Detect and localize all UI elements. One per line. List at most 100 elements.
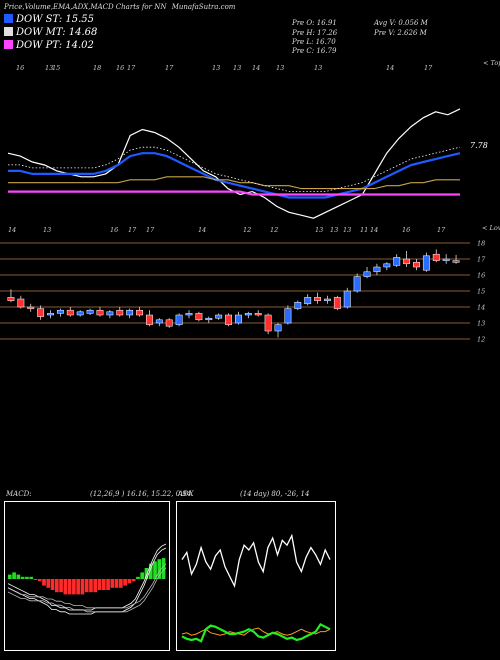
macd-histogram-bar <box>140 572 145 579</box>
candle-body <box>205 317 213 321</box>
price-axis-label: 14 <box>477 304 485 312</box>
top-tick-label: 14 <box>386 64 394 72</box>
top-tick-label: 13 <box>314 64 322 72</box>
candle-body <box>76 311 84 316</box>
bottom-tick-label: 13 <box>343 226 351 234</box>
bottom-tick-label: 14 <box>8 226 16 234</box>
legend-swatch <box>4 27 13 36</box>
candle-body <box>363 271 371 277</box>
macd-histogram-bar <box>42 579 46 586</box>
macd-histogram-bar <box>33 579 38 580</box>
candle-body <box>96 309 104 316</box>
top-tick-label: 13 <box>212 64 220 72</box>
candle-body <box>452 260 460 263</box>
macd-histogram-bar <box>80 579 85 595</box>
candle-body <box>234 314 242 324</box>
candle-body <box>27 306 35 309</box>
candle-body <box>86 309 94 314</box>
legend-text: DOW ST: 15.55 <box>16 14 95 25</box>
candle-body <box>284 308 292 324</box>
macd-histogram-bar <box>37 579 42 582</box>
ema-line <box>8 190 460 196</box>
candle-body <box>195 313 203 321</box>
stat-high: Pre H: 17.26 <box>292 29 338 37</box>
macd-line <box>7 563 167 609</box>
candle-body <box>353 276 361 292</box>
candle-body <box>254 313 262 316</box>
macd-histogram-bar <box>161 558 166 579</box>
candle-body <box>314 297 322 301</box>
ema-value-label: 7.78 <box>470 141 488 150</box>
top-tick-label: 17 <box>424 64 433 72</box>
macd-histogram-bar <box>110 579 115 588</box>
dow-legend-item: DOW PT: 14.02 <box>4 40 94 51</box>
candle-body <box>274 324 282 332</box>
candle-body <box>324 298 331 301</box>
lows-label: < Lows <box>482 224 500 232</box>
ema-line <box>7 108 461 219</box>
bottom-tick-label: 14 <box>370 226 378 234</box>
adx-line <box>181 533 331 589</box>
macd-histogram-bar <box>72 579 76 595</box>
top-tick-label: 17 <box>127 64 136 72</box>
chart-title-text: Price,Volume,EMA,ADX,MACD Charts for NN <box>4 3 167 11</box>
candle-body <box>333 297 341 309</box>
macd-histogram-bar <box>123 579 127 586</box>
candle-body <box>294 301 302 309</box>
macd-histogram-bar <box>144 568 149 579</box>
candle-body <box>215 314 223 319</box>
macd-line <box>7 543 167 611</box>
top-tick-label: 14 <box>252 64 260 72</box>
bottom-tick-label: 14 <box>198 226 206 234</box>
dow-legend-item: DOW MT: 14.68 <box>4 27 97 38</box>
candle-body <box>136 309 143 316</box>
macd-panel <box>4 501 170 651</box>
bottom-tick-label: 17 <box>128 226 137 234</box>
bottom-tick-label: 12 <box>270 226 278 234</box>
bottom-tick-label: 11 <box>360 226 368 234</box>
bottom-tick-label: 13 <box>315 226 323 234</box>
tops-label: < Tops <box>483 59 500 67</box>
candle-body <box>225 314 233 325</box>
adx-values: (14 day) 80, -26, 14 <box>240 490 310 498</box>
macd-histogram-bar <box>46 579 51 588</box>
candle-body <box>37 308 45 317</box>
macd-histogram-bar <box>63 579 68 595</box>
legend-text: DOW PT: 14.02 <box>16 40 94 51</box>
stat-avg-volume: Avg V: 0.056 M <box>374 19 428 27</box>
dow-legend-item: DOW ST: 15.55 <box>4 14 94 25</box>
price-axis-label: 17 <box>477 256 486 264</box>
legend-swatch <box>4 40 13 49</box>
macd-line <box>7 567 167 613</box>
candle-body <box>165 319 173 327</box>
bottom-tick-label: 16 <box>110 226 118 234</box>
candle-body <box>116 309 124 316</box>
bottom-tick-label: 17 <box>146 226 155 234</box>
macd-histogram-bar <box>114 579 119 588</box>
chart-title: Price,Volume,EMA,ADX,MACD Charts for NN … <box>4 3 235 11</box>
candle-body <box>126 309 134 316</box>
candle-body <box>56 309 64 314</box>
price-axis-label: 15 <box>477 288 485 296</box>
macd-histogram-bar <box>54 579 59 593</box>
price-axis-label: 18 <box>477 240 485 248</box>
macd-histogram-bar <box>12 572 16 579</box>
price-axis-label: 16 <box>477 272 485 280</box>
adx-panel <box>176 501 336 651</box>
candle-body <box>185 313 193 316</box>
macd-histogram-bar <box>148 563 153 579</box>
candle-body <box>106 311 114 316</box>
ema-line <box>8 152 461 199</box>
candle-body <box>383 263 391 268</box>
stat-close: Pre C: 16.79 <box>292 47 337 55</box>
macd-histogram-bar <box>136 576 140 579</box>
top-tick-label: 13 <box>45 64 53 72</box>
macd-histogram-bar <box>97 579 102 590</box>
macd-histogram-bar <box>119 579 123 588</box>
top-tick-label: 15 <box>52 64 60 72</box>
candle-body <box>304 297 312 305</box>
macd-histogram-bar <box>127 579 132 584</box>
macd-histogram-bar <box>50 579 55 590</box>
stat-prev-volume: Pre V: 2.626 M <box>374 29 427 37</box>
